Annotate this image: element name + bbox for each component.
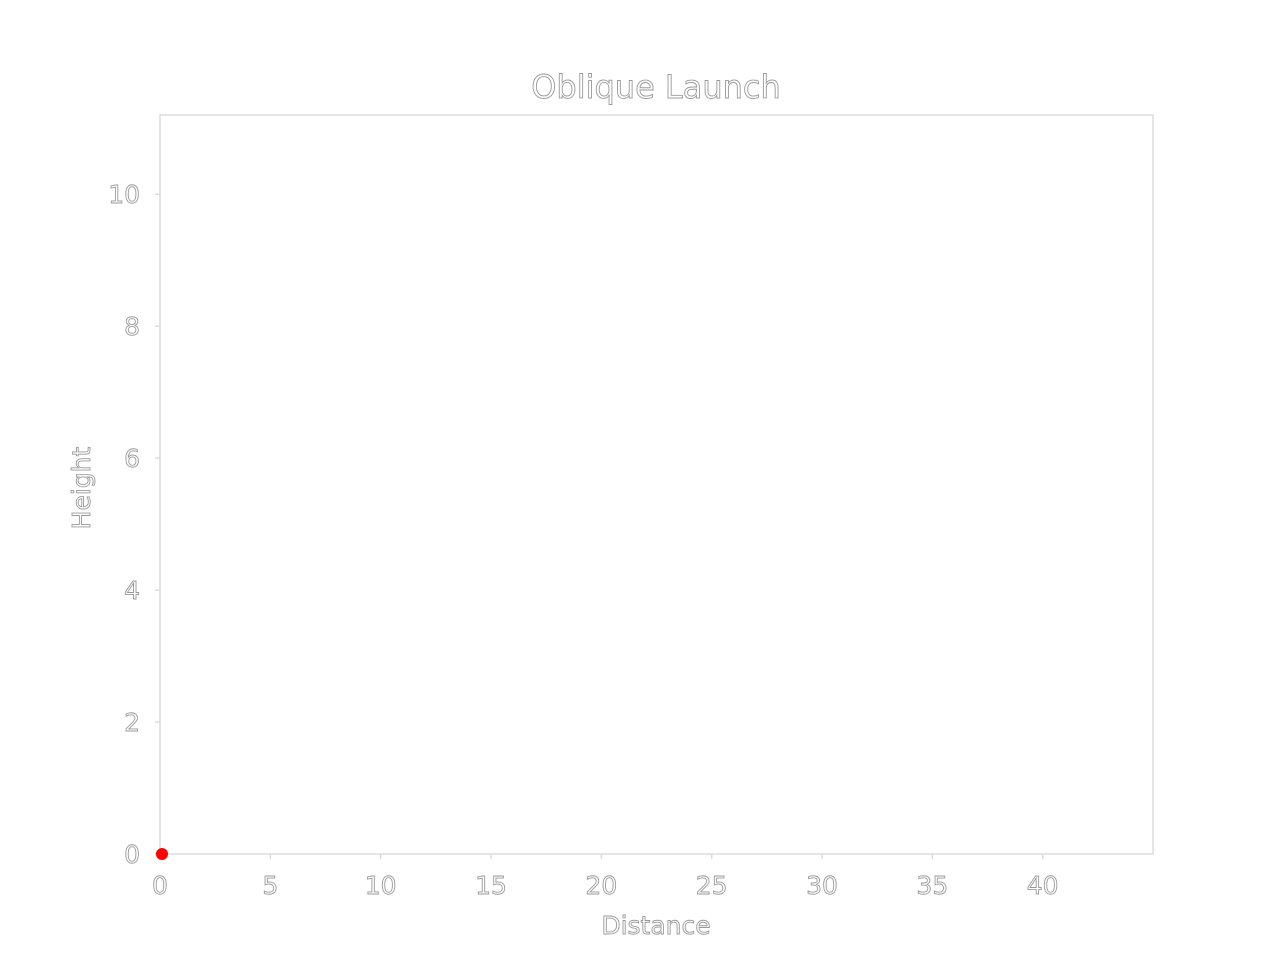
x-tick-label: 5 — [262, 871, 278, 900]
x-axis-label: Distance — [601, 911, 710, 940]
y-axis-label: Height — [67, 446, 96, 529]
y-axis-ticks: 0 2 4 6 8 10 — [108, 180, 160, 869]
y-tick-label: 4 — [124, 576, 140, 605]
x-tick-label: 30 — [806, 871, 838, 900]
x-tick-label: 25 — [696, 871, 728, 900]
x-tick-label: 40 — [1027, 871, 1059, 900]
x-axis-ticks: 0 5 10 15 20 25 30 35 40 — [152, 854, 1059, 900]
x-tick-label: 35 — [916, 871, 948, 900]
y-tick-label: 8 — [124, 312, 140, 341]
plot-area-frame — [159, 114, 1154, 855]
projectile-point — [156, 848, 168, 860]
data-points — [156, 848, 168, 860]
x-tick-label: 0 — [152, 871, 168, 900]
x-tick-label: 10 — [365, 871, 397, 900]
x-tick-label: 15 — [475, 871, 507, 900]
y-tick-label: 10 — [108, 180, 140, 209]
x-tick-label: 20 — [585, 871, 617, 900]
y-tick-label: 6 — [124, 444, 140, 473]
chart-title: Oblique Launch — [531, 68, 781, 106]
y-tick-label: 0 — [124, 840, 140, 869]
y-tick-label: 2 — [124, 708, 140, 737]
